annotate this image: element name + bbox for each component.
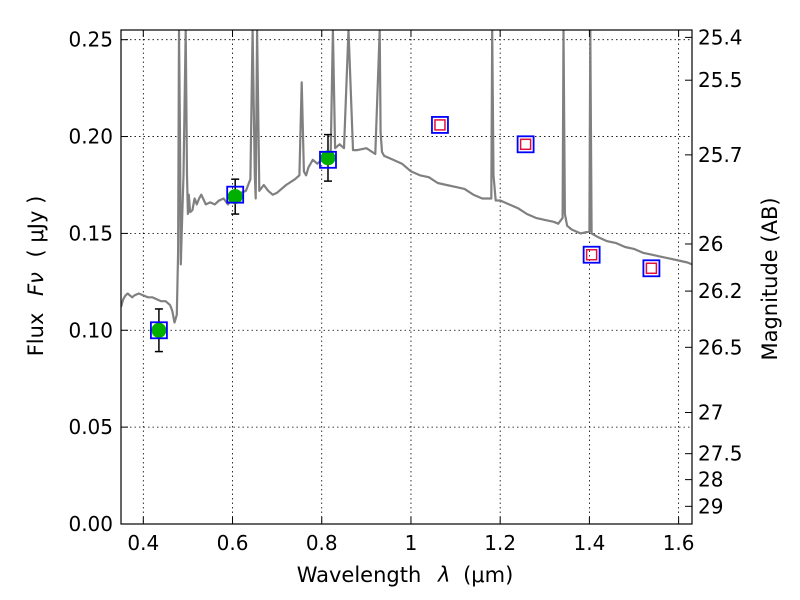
x-axis-units: (μm) bbox=[463, 563, 513, 587]
model-point bbox=[642, 259, 661, 278]
mag-tick-label: 28 bbox=[698, 468, 723, 492]
y-tick-label: 0.25 bbox=[68, 28, 113, 52]
y-axis-label-text: Flux bbox=[24, 313, 48, 357]
mag-tick-label: 26.2 bbox=[698, 279, 743, 303]
model-point bbox=[319, 150, 337, 169]
spectrum-series bbox=[121, 30, 692, 324]
model-point bbox=[150, 321, 168, 340]
x-axis-label: Wavelength λ (μm) bbox=[297, 563, 514, 587]
spectrum-line bbox=[121, 30, 692, 324]
mag-tick-label: 25.4 bbox=[698, 25, 743, 49]
plot-border bbox=[120, 29, 693, 525]
model-point bbox=[582, 245, 601, 264]
grid-lines bbox=[121, 30, 692, 525]
mag-tick-label: 29 bbox=[698, 494, 723, 518]
y-axis-label: Flux Fν ( μJy ) bbox=[24, 196, 48, 357]
predicted-point bbox=[519, 138, 532, 151]
x-tick-label: 1.2 bbox=[484, 531, 516, 555]
observed-point bbox=[320, 150, 336, 166]
x-tick-label: 0.8 bbox=[306, 531, 338, 555]
x-axis-label-text: Wavelength bbox=[297, 563, 422, 587]
data-points bbox=[150, 116, 661, 340]
y-tick-label: 0.00 bbox=[68, 512, 113, 536]
model-point bbox=[516, 135, 535, 154]
y-tick-label: 0.15 bbox=[68, 221, 113, 245]
y-tick-label: 0.10 bbox=[68, 318, 113, 342]
y2-axis-label: Magnitude (AB) bbox=[758, 197, 782, 360]
y-tick-label: 0.20 bbox=[68, 125, 113, 149]
x-tick-label: 0.4 bbox=[127, 531, 159, 555]
axis-ticks: 0.4 0.6 0.8 1 1.2 1.4 1.6 0.00 0.05 0.10 0.15 0.20 0… bbox=[68, 25, 742, 555]
x-axis-symbol: λ bbox=[437, 563, 450, 587]
observed-point bbox=[151, 322, 167, 338]
predicted-point bbox=[434, 119, 446, 131]
observed-point bbox=[227, 189, 243, 205]
y-axis-units: ( μJy ) bbox=[24, 196, 48, 258]
mag-tick-label: 26 bbox=[698, 232, 723, 256]
plot-frame bbox=[120, 29, 693, 525]
model-point bbox=[226, 185, 245, 204]
predicted-point bbox=[585, 248, 598, 261]
x-tick-label: 1.6 bbox=[663, 531, 695, 555]
mag-tick-label: 25.7 bbox=[698, 143, 743, 167]
mag-tick-label: 26.5 bbox=[698, 335, 743, 359]
x-tick-label: 1.4 bbox=[573, 531, 605, 555]
mag-tick-label: 27 bbox=[698, 401, 723, 425]
mag-tick-label: 27.5 bbox=[698, 442, 743, 466]
y-tick-label: 0.05 bbox=[68, 415, 113, 439]
x-tick-label: 1 bbox=[405, 531, 418, 555]
x-tick-label: 0.6 bbox=[217, 531, 249, 555]
predicted-point bbox=[645, 262, 658, 275]
y-axis-symbol: Fν bbox=[24, 272, 48, 296]
mag-tick-label: 25.5 bbox=[698, 68, 743, 92]
model-point bbox=[431, 116, 449, 134]
